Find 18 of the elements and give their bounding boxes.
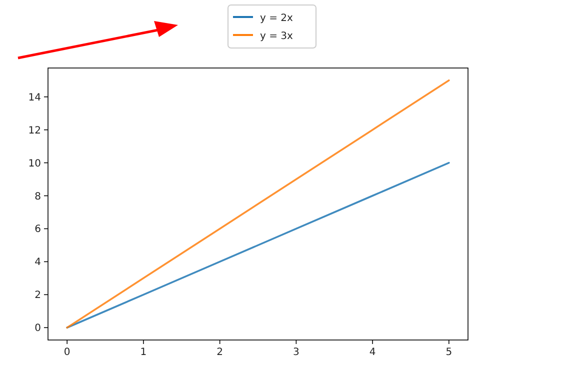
line-series	[66, 79, 450, 329]
line-series	[66, 162, 450, 329]
x-tick-label: 5	[446, 347, 452, 358]
x-tick-label: 2	[216, 347, 224, 358]
y-tick-label: 2	[34, 290, 41, 302]
y-tick-label: 0	[34, 323, 41, 334]
y-tick-label: 12	[28, 125, 41, 136]
x-tick-label: 3	[292, 347, 300, 358]
legend-label: y = 2x	[260, 13, 294, 24]
y-tick-label: 6	[34, 224, 41, 236]
y-tick-label: 10	[28, 158, 41, 170]
legend-label: y = 3x	[260, 31, 294, 42]
x-tick-label: 4	[369, 347, 376, 358]
x-tick-label: 0	[64, 347, 70, 358]
x-tick-label: 1	[140, 347, 147, 358]
y-tick-label: 4	[34, 257, 41, 268]
y-tick-label: 14	[28, 92, 41, 104]
y-tick-label: 8	[34, 191, 41, 202]
